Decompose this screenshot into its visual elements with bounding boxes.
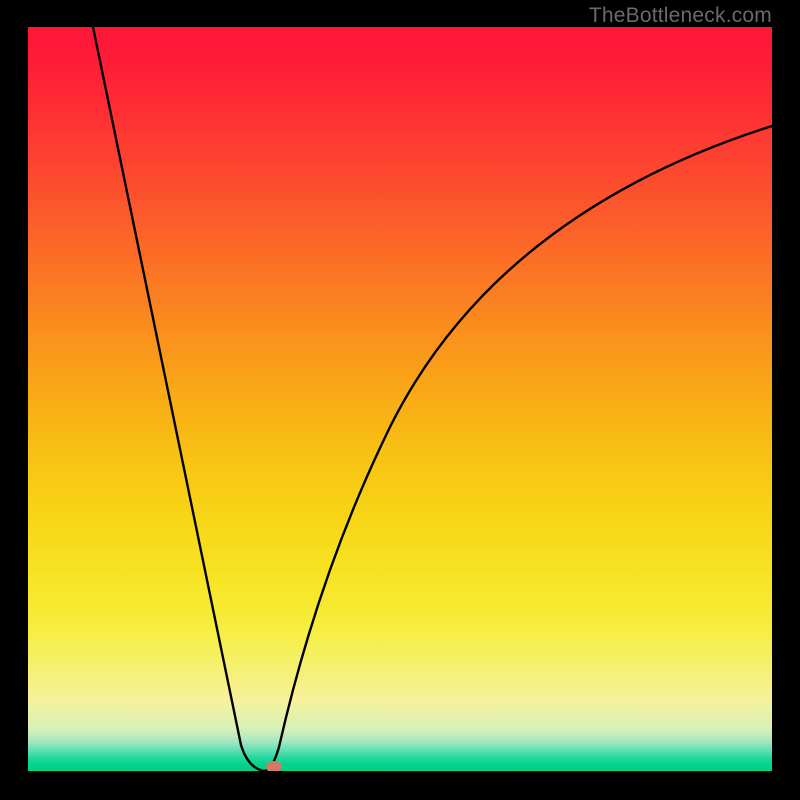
chart-svg	[28, 27, 772, 771]
plot-area	[28, 27, 772, 771]
watermark-text: TheBottleneck.com	[589, 4, 772, 28]
chart-background	[28, 27, 772, 771]
